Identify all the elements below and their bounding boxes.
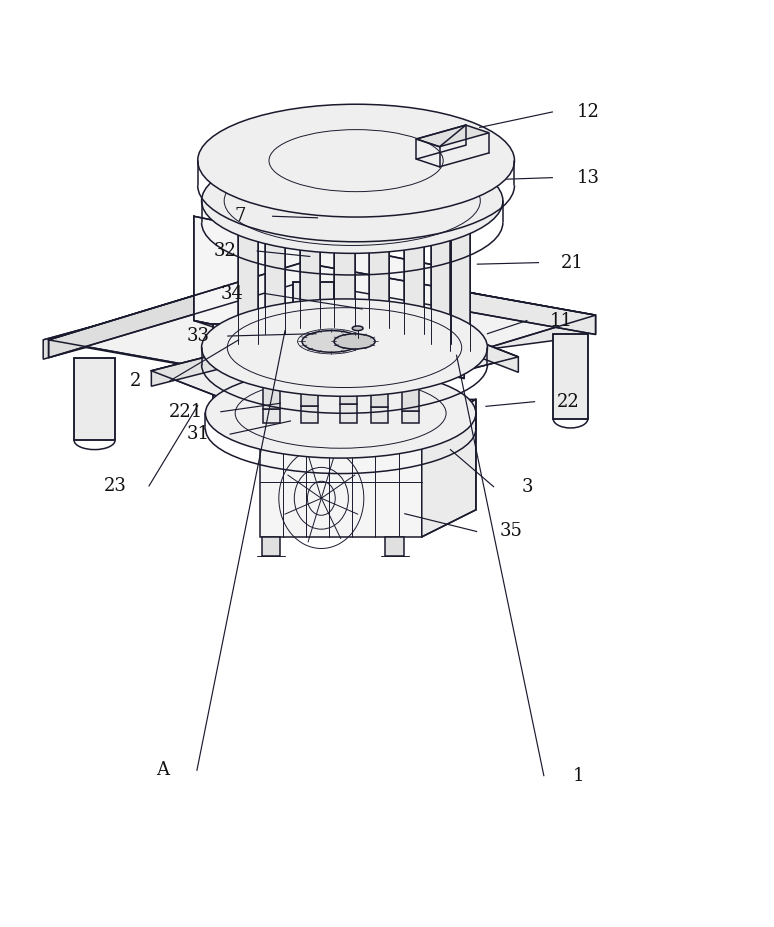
Polygon shape	[416, 125, 489, 146]
Ellipse shape	[201, 298, 488, 396]
Polygon shape	[450, 209, 471, 351]
Polygon shape	[422, 400, 476, 537]
Polygon shape	[262, 537, 280, 556]
Text: 32: 32	[214, 242, 236, 260]
Text: 31: 31	[187, 425, 209, 443]
Text: 7: 7	[235, 208, 246, 225]
Text: 35: 35	[499, 523, 522, 540]
Polygon shape	[300, 209, 320, 328]
Polygon shape	[301, 405, 318, 423]
Polygon shape	[302, 262, 596, 335]
Polygon shape	[194, 216, 441, 371]
Ellipse shape	[205, 368, 476, 458]
Polygon shape	[301, 355, 318, 405]
Text: 33: 33	[187, 327, 209, 345]
Text: 34: 34	[221, 285, 244, 302]
Polygon shape	[262, 410, 279, 423]
Polygon shape	[152, 309, 395, 387]
Polygon shape	[293, 282, 334, 367]
Ellipse shape	[201, 148, 503, 253]
Polygon shape	[262, 359, 279, 410]
Text: 13: 13	[577, 169, 599, 186]
Polygon shape	[49, 262, 596, 392]
Polygon shape	[259, 400, 476, 426]
Text: 23: 23	[104, 476, 126, 495]
Polygon shape	[213, 324, 254, 410]
Text: 3: 3	[522, 477, 533, 496]
Text: 1: 1	[573, 767, 584, 784]
Text: 12: 12	[577, 103, 599, 121]
Polygon shape	[265, 209, 285, 334]
Text: 11: 11	[550, 311, 572, 330]
Polygon shape	[402, 361, 419, 411]
Ellipse shape	[334, 334, 375, 349]
Polygon shape	[369, 209, 389, 328]
Polygon shape	[371, 407, 388, 423]
Polygon shape	[402, 411, 419, 423]
Polygon shape	[371, 357, 388, 407]
Text: 221: 221	[169, 402, 204, 421]
Text: 22: 22	[557, 393, 580, 411]
Polygon shape	[49, 262, 302, 358]
Polygon shape	[43, 262, 325, 359]
Ellipse shape	[197, 104, 515, 217]
Polygon shape	[441, 266, 464, 378]
Polygon shape	[194, 321, 464, 378]
Polygon shape	[74, 358, 115, 440]
Polygon shape	[259, 426, 422, 537]
Polygon shape	[334, 209, 354, 326]
Polygon shape	[385, 537, 404, 556]
Polygon shape	[553, 334, 588, 419]
Polygon shape	[325, 262, 588, 371]
Polygon shape	[340, 404, 357, 423]
Ellipse shape	[302, 331, 361, 352]
Polygon shape	[340, 354, 357, 404]
Text: A: A	[156, 761, 170, 780]
Text: 21: 21	[561, 254, 584, 272]
Text: 2: 2	[130, 372, 142, 390]
Polygon shape	[395, 309, 519, 373]
Polygon shape	[238, 209, 258, 344]
Polygon shape	[431, 209, 451, 344]
Polygon shape	[404, 209, 424, 334]
Polygon shape	[43, 262, 588, 390]
Polygon shape	[152, 309, 519, 419]
Ellipse shape	[352, 326, 363, 331]
